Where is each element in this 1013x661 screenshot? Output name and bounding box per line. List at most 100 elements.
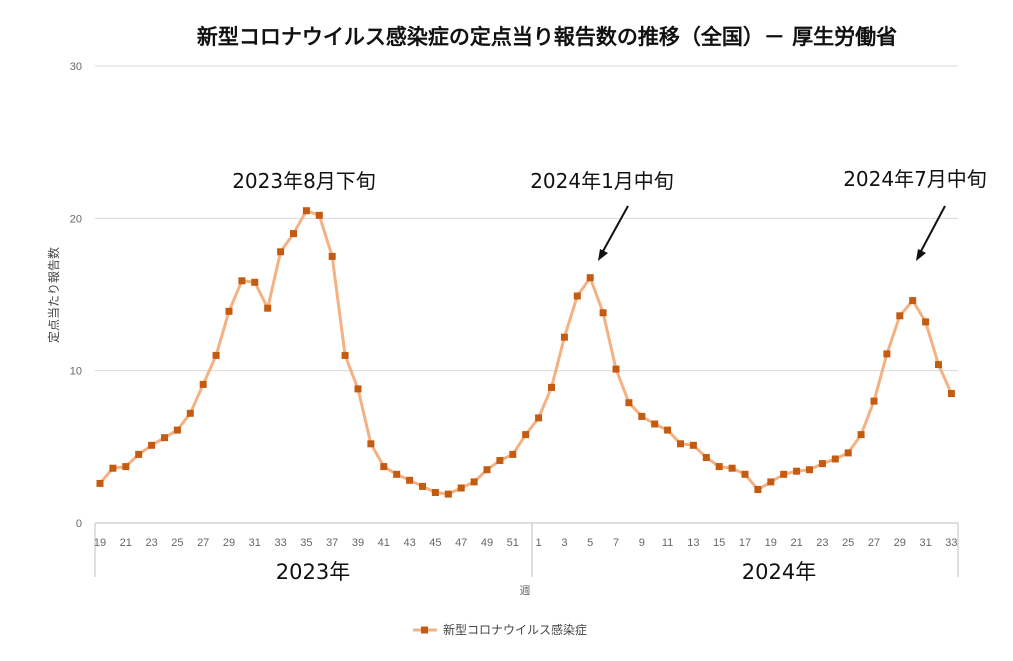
- x-tick-label: 3: [561, 537, 567, 549]
- data-point: [406, 476, 414, 484]
- legend: 新型コロナウイルス感染症: [413, 622, 587, 637]
- annotations: 2023年8月下旬 2024年1月中旬 2024年7月中旬: [232, 167, 987, 261]
- data-point: [367, 440, 375, 448]
- data-point: [651, 420, 659, 428]
- x-tick-label: 9: [639, 537, 645, 549]
- data-point: [844, 449, 852, 457]
- data-point: [818, 460, 826, 468]
- data-point: [741, 470, 749, 478]
- x-tick-label: 31: [249, 537, 261, 549]
- x-tick-label: 41: [378, 537, 390, 549]
- data-point: [935, 361, 942, 369]
- x-tick-label: 17: [739, 537, 751, 549]
- data-point: [199, 380, 207, 388]
- x-tick-label: 51: [507, 537, 519, 549]
- data-point: [715, 463, 723, 471]
- data-point: [186, 409, 194, 417]
- plot-area: [96, 207, 955, 498]
- data-point: [238, 277, 246, 285]
- data-point: [457, 484, 465, 492]
- data-point: [444, 490, 452, 498]
- y-axis: 0 10 20 30: [70, 61, 82, 530]
- y-tick-label: 10: [70, 366, 82, 378]
- x-tick-label: 19: [94, 537, 106, 549]
- data-point: [586, 274, 594, 282]
- annotation-arrow-jan: [598, 205, 629, 261]
- data-point: [677, 440, 684, 448]
- data-point: [896, 312, 904, 320]
- x-tick-label: 5: [587, 537, 593, 549]
- data-point: [419, 482, 426, 490]
- x-axis-label: 週: [520, 584, 531, 597]
- y-tick-label: 20: [70, 213, 82, 225]
- chart-title: 新型コロナウイルス感染症の定点当り報告数の推移（全国）－ 厚生労働省: [197, 25, 897, 49]
- x-tick-label: 47: [455, 537, 467, 549]
- data-point: [831, 455, 839, 463]
- data-point: [431, 489, 439, 496]
- data-point: [883, 350, 891, 358]
- data-point: [689, 441, 697, 449]
- data-point: [109, 464, 117, 472]
- x-tick-label: 1: [536, 537, 542, 549]
- x-tick-label: 11: [662, 537, 673, 549]
- annotation-2024-jan: 2024年1月中旬: [530, 169, 674, 193]
- x-tick-label: 27: [197, 537, 209, 549]
- data-point: [135, 450, 143, 458]
- data-point: [212, 351, 220, 359]
- grid: [95, 65, 958, 372]
- annotation-2023-aug: 2023年8月下旬: [232, 169, 376, 193]
- data-point: [806, 466, 813, 474]
- data-point: [470, 478, 478, 486]
- x-tick-label: 45: [429, 537, 441, 549]
- data-point: [277, 248, 285, 256]
- annotation-2024-jul: 2024年7月中旬: [843, 167, 987, 191]
- data-point: [870, 397, 878, 405]
- x-tick-label: 29: [894, 537, 906, 549]
- x-axis: 19 21 23 25 27 29 31 33 35 37 39 41 43 45 47 49 51 1 3 5 7 9 1…: [94, 522, 959, 577]
- data-point: [535, 414, 543, 422]
- annotation-arrow-jul: [916, 205, 946, 261]
- y-axis-label: 定点当たり報告数: [46, 247, 61, 343]
- data-point: [122, 463, 130, 471]
- x-tick-label: 43: [403, 537, 415, 549]
- data-point: [315, 211, 323, 219]
- data-point: [173, 426, 181, 434]
- data-point: [264, 304, 272, 312]
- data-point: [225, 307, 233, 315]
- x-tick-label: 33: [274, 537, 286, 549]
- data-point: [341, 351, 349, 359]
- data-point: [148, 441, 156, 449]
- year-label-2024: 2024年: [742, 560, 816, 584]
- x-tick-label: 27: [868, 537, 880, 549]
- data-point: [393, 470, 401, 478]
- year-label-2023: 2023年: [276, 560, 350, 584]
- series-line: [98, 209, 953, 496]
- data-point: [793, 467, 801, 475]
- y-tick-label: 30: [70, 61, 82, 73]
- x-tick-label: 35: [300, 537, 312, 549]
- data-point: [251, 278, 259, 286]
- x-tick-label: 15: [713, 537, 725, 549]
- data-point: [947, 390, 955, 397]
- data-point: [780, 470, 788, 478]
- data-point: [909, 297, 917, 305]
- data-point: [161, 434, 168, 442]
- x-tick-label: 13: [687, 537, 699, 549]
- data-point: [754, 486, 762, 493]
- x-tick-label: 25: [842, 537, 854, 549]
- x-tick-label: 23: [816, 537, 828, 549]
- x-tick-label: 39: [352, 537, 364, 549]
- x-tick-label: 25: [171, 537, 183, 549]
- data-point: [548, 383, 555, 391]
- x-tick-label: 33: [945, 537, 957, 549]
- legend-marker: [421, 626, 428, 634]
- data-point: [922, 318, 930, 326]
- data-point: [767, 478, 775, 486]
- x-tick-label: 21: [790, 537, 802, 549]
- y-tick-label: 0: [76, 518, 82, 530]
- x-tick-label: 23: [145, 537, 157, 549]
- data-point: [664, 426, 672, 434]
- data-point: [509, 450, 517, 458]
- data-point: [522, 431, 530, 439]
